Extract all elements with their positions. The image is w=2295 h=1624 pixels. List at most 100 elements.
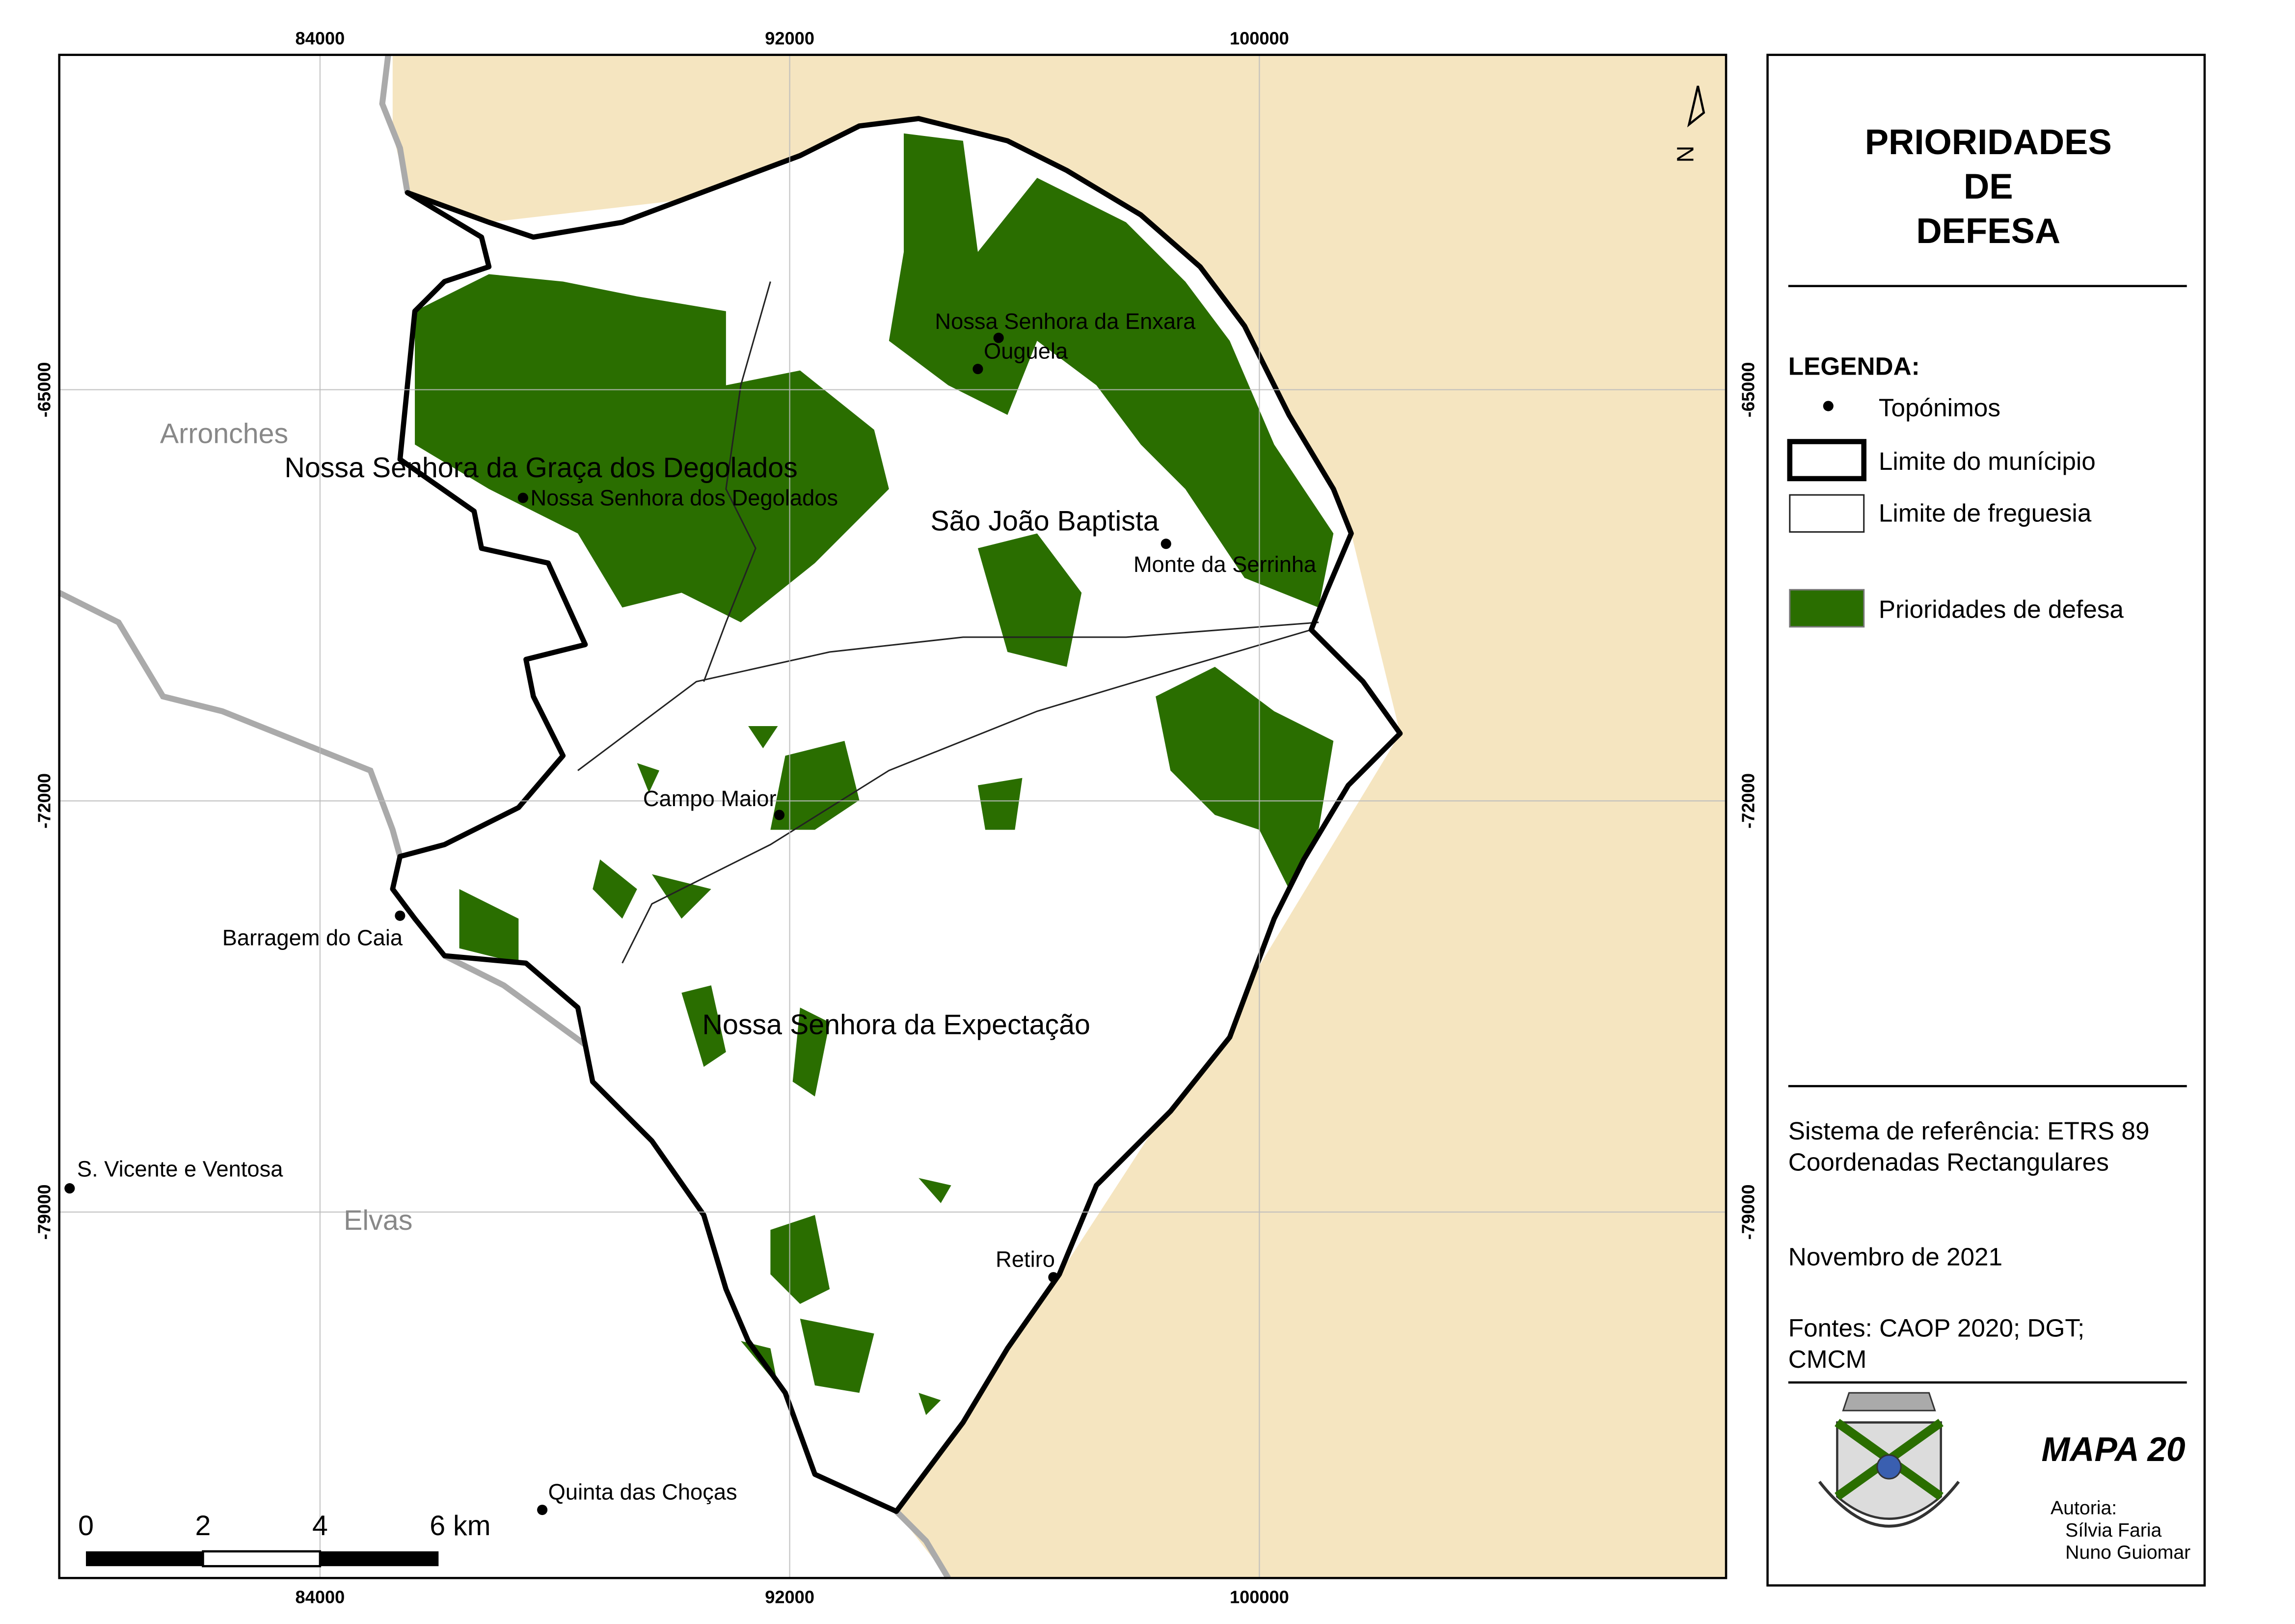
panel-frame (1766, 54, 2206, 1587)
parish-boundary (621, 629, 1312, 964)
municipality-boundary (390, 116, 1403, 1514)
sources-text: CMCM (1788, 1345, 1867, 1373)
crown (1842, 1392, 1936, 1411)
x-coordinate-label: 84000 (296, 1587, 345, 1607)
place-point (395, 910, 405, 921)
parish-label: São João Baptista (930, 506, 1159, 537)
scale-label: 2 (195, 1510, 211, 1542)
place-point (1048, 1272, 1059, 1283)
river (894, 1509, 951, 1580)
place-point (64, 1183, 75, 1194)
panel-title: PRIORIDADES (1865, 122, 2112, 162)
place-point (517, 492, 528, 503)
legend-title: LEGENDA: (1788, 352, 1920, 380)
legend-symbol (1789, 494, 1865, 533)
x-coordinate-label: 100000 (1230, 28, 1289, 49)
place-point (993, 332, 1004, 343)
place-label: Barragem do Caia (222, 925, 403, 950)
priority-patch (651, 874, 711, 919)
place-points (64, 332, 1171, 1516)
parish-label: Nossa Senhora da Graça dos Degolados (284, 452, 797, 484)
scale-segment (202, 1550, 322, 1568)
scale-bar: 0 2 4 6 km (78, 1510, 490, 1568)
scale-label: 6 km (430, 1510, 490, 1542)
parish-boundary (577, 622, 1319, 771)
legend-symbol (1823, 401, 1834, 411)
priority-patch (748, 726, 778, 749)
legend-symbol (1789, 589, 1865, 628)
place-label: Campo Maior (643, 786, 777, 811)
place-point (972, 364, 983, 375)
author-name: Nuno Guiomar (2065, 1542, 2190, 1563)
parish-label: Nossa Senhora da Expectação (702, 1009, 1090, 1041)
panel-title: DEFESA (1916, 211, 2060, 251)
north-arrow: N (1673, 85, 1705, 163)
scale-segment (320, 1551, 439, 1567)
legend-label: Limite do munícipio (1879, 447, 2096, 475)
priority-patch (741, 1341, 778, 1385)
place-point (537, 1504, 548, 1516)
place-label: Nossa Senhora da Enxara (935, 309, 1196, 334)
y-coordinate-label: -72000 (1738, 773, 1758, 829)
place-label: S. Vicente e Ventosa (77, 1156, 283, 1181)
map-frame (58, 54, 1728, 1579)
priority-patch (459, 889, 519, 963)
north-label: N (1673, 146, 1699, 163)
place-label: Quinta das Choças (548, 1479, 737, 1504)
author-name: Sílvia Faria (2065, 1519, 2161, 1541)
date-text: Novembro de 2021 (1788, 1243, 2002, 1271)
scale-segment (86, 1551, 203, 1567)
place-point (774, 810, 785, 820)
side-panel: PRIORIDADES DE DEFESA LEGENDA: Topónimos… (1766, 54, 2206, 1587)
spain-area (392, 54, 1727, 1578)
river (379, 54, 410, 193)
priority-patch (593, 859, 637, 919)
place-label: Retiro (996, 1247, 1055, 1272)
priority-patch (918, 1178, 951, 1203)
priority-patch (918, 1393, 941, 1415)
center-shield (1876, 1454, 1902, 1480)
parish-boundary (703, 281, 771, 682)
legend-symbol (1787, 439, 1867, 482)
scale-label: 4 (312, 1510, 328, 1542)
municipality-label: Elvas (344, 1205, 412, 1236)
sources-text: Fontes: CAOP 2020; DGT; (1788, 1314, 2084, 1342)
priority-patch (977, 778, 1023, 830)
coat-of-arms (1818, 1392, 1960, 1528)
map: Arronches Nossa Senhora da Graça dos Deg… (58, 54, 1728, 1580)
legend-label: Topónimos (1879, 394, 2000, 422)
priority-patch (770, 741, 860, 830)
priority-patch (637, 763, 660, 793)
place-point (1161, 539, 1171, 549)
x-coordinate-label: 92000 (765, 28, 814, 49)
place-label: Monte da Serrinha (1134, 552, 1317, 577)
priority-patch (977, 533, 1082, 667)
priority-patch (770, 1215, 830, 1304)
legend-label: Prioridades de defesa (1879, 595, 2124, 623)
river (58, 590, 403, 858)
north-arrow-shape (1687, 85, 1705, 128)
priority-patch (681, 985, 726, 1067)
legend-label: Limite de freguesia (1879, 499, 2092, 527)
motto-ribbon (1818, 1481, 1960, 1528)
panel-title: DE (1964, 167, 2013, 207)
defense-priorities (415, 133, 1334, 1415)
map-id: MAPA 20 (2042, 1430, 2186, 1468)
x-coordinate-label: 100000 (1230, 1587, 1289, 1607)
priority-patch (792, 1007, 830, 1097)
priority-patch (415, 274, 889, 623)
priority-patch (889, 133, 1334, 608)
scale-label: 0 (78, 1510, 94, 1542)
x-coordinate-label: 92000 (765, 1587, 814, 1607)
place-label: Ouguela (984, 338, 1068, 363)
municipality-label: Arronches (160, 418, 288, 449)
y-coordinate-label: -79000 (1738, 1185, 1758, 1240)
y-coordinate-label: -65000 (1738, 362, 1758, 417)
place-label: Nossa Senhora dos Degolados (530, 485, 838, 510)
author-label: Autoria: (2051, 1497, 2117, 1519)
y-coordinate-label: -65000 (34, 362, 54, 417)
reference-text: Coordenadas Rectangulares (1788, 1148, 2109, 1176)
grid (59, 54, 1727, 1578)
y-coordinate-label: -79000 (34, 1185, 54, 1240)
